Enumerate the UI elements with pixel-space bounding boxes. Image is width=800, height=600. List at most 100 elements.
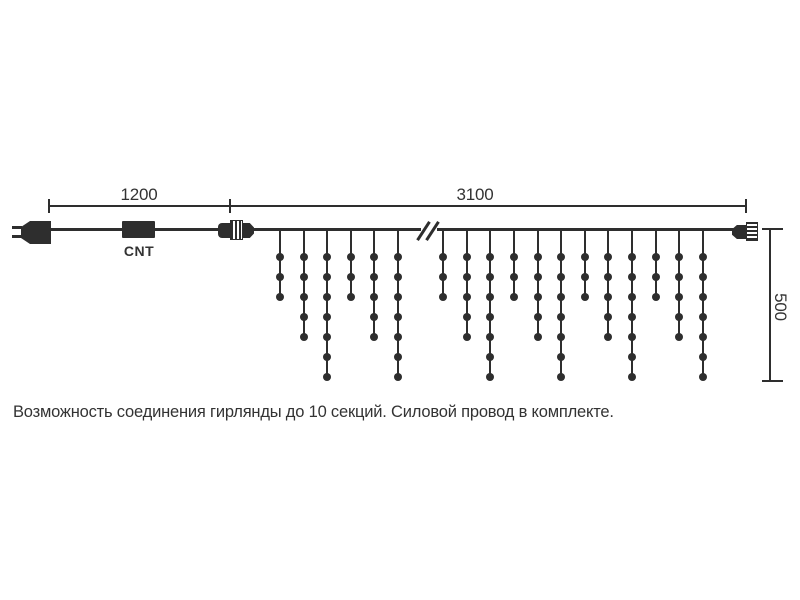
icicle-drop <box>394 231 402 381</box>
plug-prong-icon <box>12 226 22 229</box>
led-bulb <box>299 333 308 341</box>
led-bulb <box>299 293 308 301</box>
led-bulb <box>533 253 542 261</box>
led-bulb <box>486 253 495 261</box>
led-bulb <box>604 333 613 341</box>
led-bulb <box>323 353 332 361</box>
dimension-tick-top <box>762 228 783 230</box>
led-bulb <box>580 273 589 281</box>
led-bulb <box>394 373 402 381</box>
led-bulb <box>699 293 708 301</box>
led-bulb <box>651 273 660 281</box>
led-bulb <box>699 253 708 261</box>
led-bulb <box>628 293 637 301</box>
led-bulb <box>651 253 660 261</box>
led-bulb <box>533 333 542 341</box>
led-bulb <box>509 293 518 301</box>
icicle-drop <box>675 231 684 341</box>
led-bulb <box>394 273 402 281</box>
icicle-drop <box>323 231 332 381</box>
led-bulb <box>557 293 566 301</box>
led-bulb <box>675 253 684 261</box>
led-bulb <box>486 353 495 361</box>
led-bulb <box>439 253 447 261</box>
led-bulb <box>486 313 495 321</box>
end-connector-icon <box>732 225 746 239</box>
led-bulb <box>323 333 332 341</box>
led-bulb <box>628 353 637 361</box>
controller-box <box>122 221 155 238</box>
led-bulb <box>557 273 566 281</box>
icicle-drop <box>628 231 637 381</box>
led-bulb <box>370 273 379 281</box>
led-bulb <box>509 253 518 261</box>
led-bulb <box>394 313 402 321</box>
dimension-tick-left <box>48 199 50 213</box>
icicle-drop <box>370 231 379 341</box>
icicle-drop <box>276 231 284 301</box>
dimension-tick-bottom <box>762 380 783 382</box>
led-bulb <box>628 273 637 281</box>
power-cord-wire <box>155 228 219 231</box>
icicle-drop <box>604 231 613 341</box>
lead-length-label: 1200 <box>120 185 158 204</box>
dimension-tick-right <box>745 199 747 213</box>
led-bulb <box>323 373 332 381</box>
led-bulb <box>557 313 566 321</box>
led-bulb <box>675 333 684 341</box>
led-bulb <box>394 293 402 301</box>
led-bulb <box>604 293 613 301</box>
garland-wire <box>252 228 421 231</box>
led-bulb <box>323 293 332 301</box>
icicle-drop <box>651 231 660 301</box>
led-bulb <box>323 313 332 321</box>
led-bulb <box>557 253 566 261</box>
led-bulb <box>439 273 447 281</box>
dimension-tick-middle <box>229 199 231 213</box>
led-bulb <box>323 253 332 261</box>
led-bulb <box>394 353 402 361</box>
led-bulb <box>651 293 660 301</box>
led-bulb <box>699 353 708 361</box>
led-bulb <box>699 333 708 341</box>
led-bulb <box>299 313 308 321</box>
led-bulb <box>346 293 355 301</box>
connector-icon <box>218 223 231 238</box>
led-bulb <box>394 333 402 341</box>
connector-thread-icon <box>230 220 243 240</box>
led-bulb <box>486 273 495 281</box>
led-bulb <box>675 293 684 301</box>
led-bulb <box>276 293 284 301</box>
led-bulb <box>604 273 613 281</box>
led-bulb <box>628 373 637 381</box>
led-bulb <box>346 273 355 281</box>
led-bulb <box>533 273 542 281</box>
led-bulb <box>462 293 471 301</box>
led-bulb <box>509 273 518 281</box>
led-bulb <box>370 313 379 321</box>
icicle-drop <box>439 231 447 301</box>
end-connector-thread-icon <box>746 222 758 241</box>
icicle-drop <box>346 231 355 301</box>
icicle-drop <box>509 231 518 301</box>
led-bulb <box>580 293 589 301</box>
garland-wire <box>437 228 734 231</box>
led-bulb <box>533 313 542 321</box>
led-bulb <box>628 313 637 321</box>
led-bulb <box>699 273 708 281</box>
led-bulb <box>346 253 355 261</box>
led-bulb <box>699 373 708 381</box>
led-bulb <box>486 333 495 341</box>
led-bulb <box>299 273 308 281</box>
connector-icon <box>242 223 254 238</box>
led-bulb <box>675 313 684 321</box>
icicle-drop <box>557 231 566 381</box>
led-bulb <box>580 253 589 261</box>
led-bulb <box>370 253 379 261</box>
led-bulb <box>276 253 284 261</box>
power-cord-wire <box>50 228 122 231</box>
plug-prong-icon <box>12 235 22 238</box>
garland-length-label: 3100 <box>456 185 494 204</box>
led-bulb <box>462 273 471 281</box>
